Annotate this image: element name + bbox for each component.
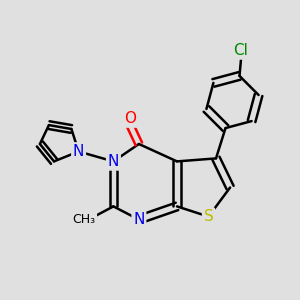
Text: O: O: [124, 111, 136, 126]
Text: CH₃: CH₃: [72, 213, 96, 226]
Text: N: N: [73, 144, 84, 159]
Text: N: N: [133, 212, 145, 227]
Text: Cl: Cl: [234, 43, 248, 58]
Text: S: S: [204, 209, 213, 224]
Text: N: N: [108, 154, 119, 169]
